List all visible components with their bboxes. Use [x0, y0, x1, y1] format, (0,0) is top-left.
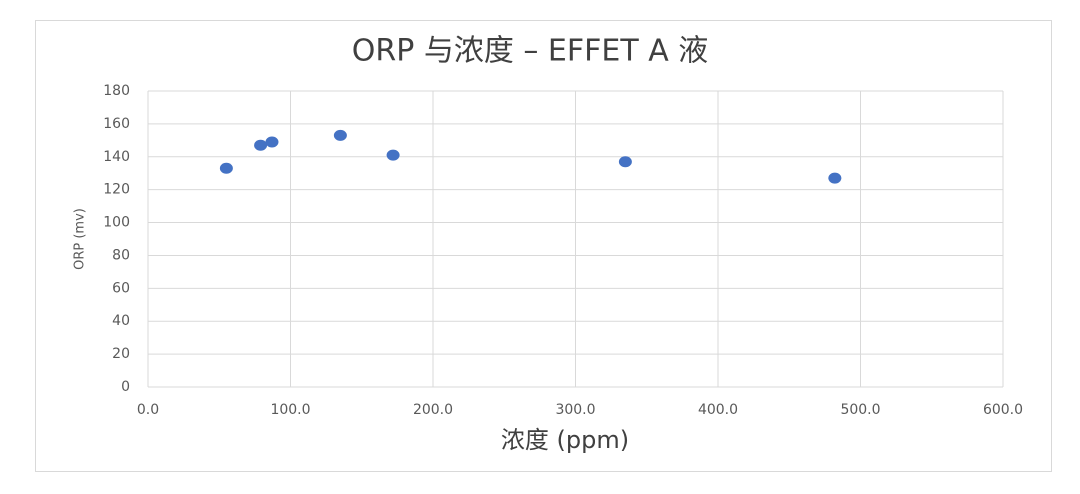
data-point: [618, 156, 632, 168]
y-tick-label: 100: [103, 215, 130, 231]
data-point: [828, 172, 842, 184]
data-point: [386, 149, 400, 161]
y-tick-label: 20: [112, 346, 130, 362]
y-tick-label: 60: [112, 280, 130, 296]
data-point: [265, 136, 279, 148]
x-tick-label: 100.0: [270, 402, 310, 418]
x-tick-label: 300.0: [555, 402, 595, 418]
data-point: [333, 129, 347, 141]
x-tick-label: 400.0: [698, 402, 738, 418]
x-tick-label: 200.0: [413, 402, 453, 418]
data-point: [219, 162, 233, 174]
y-tick-label: 80: [112, 247, 130, 263]
x-tick-label: 500.0: [840, 402, 880, 418]
chart-title: ORP 与浓度 – EFFET A 液: [352, 34, 709, 69]
y-tick-label: 40: [112, 313, 130, 329]
x-tick-label: 600.0: [983, 402, 1023, 418]
y-tick-label: 120: [103, 182, 130, 198]
x-tick-label: 0.0: [137, 402, 159, 418]
y-tick-label: 160: [103, 116, 130, 132]
data-point: [254, 139, 268, 151]
chart-frame: [35, 20, 1052, 472]
y-axis-label: ORP (mv): [73, 208, 88, 270]
y-tick-label: 140: [103, 149, 130, 165]
y-tick-label: 180: [103, 83, 130, 99]
y-tick-label: 0: [121, 379, 130, 395]
x-axis-label: 浓度 (ppm): [501, 426, 629, 454]
